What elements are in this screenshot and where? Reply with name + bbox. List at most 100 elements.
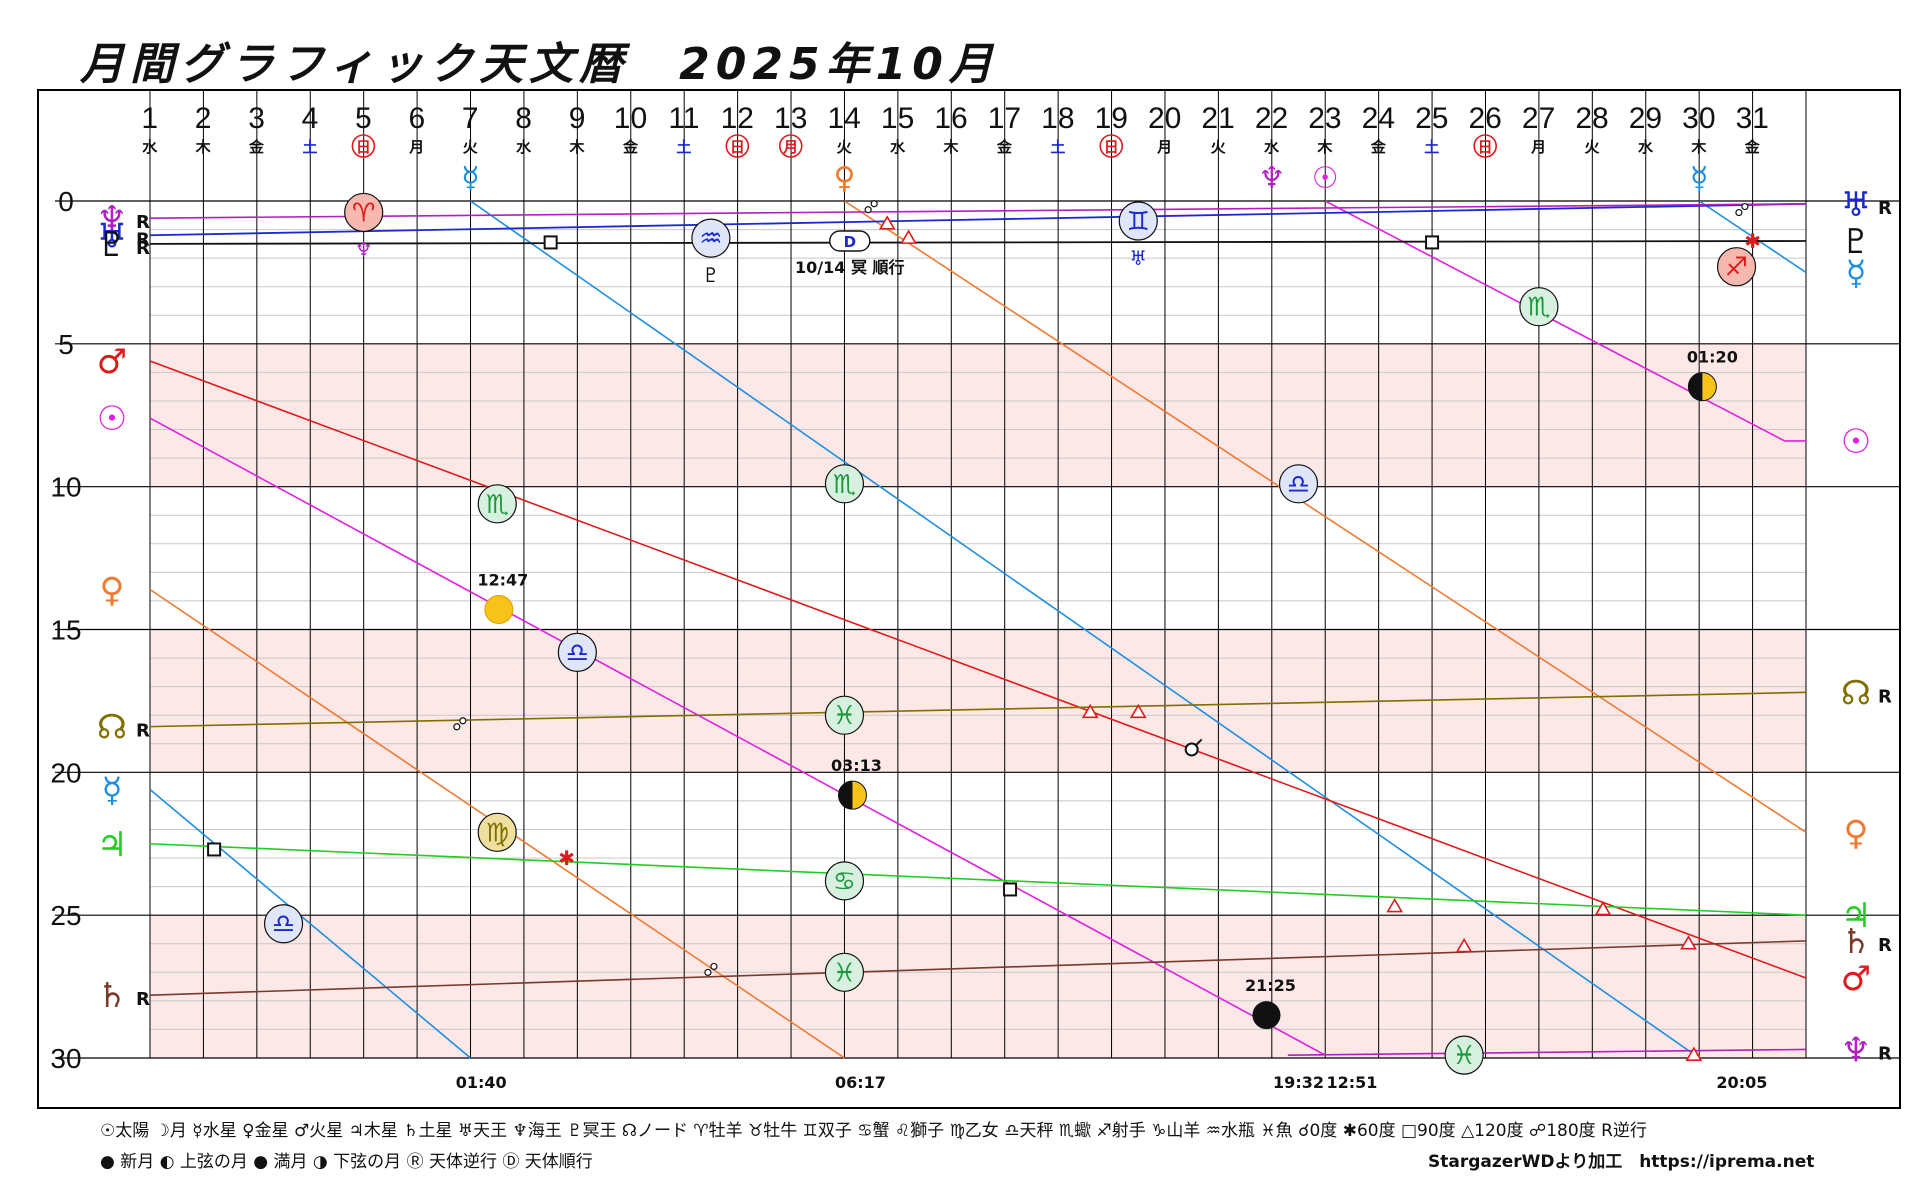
aspect-trine <box>878 215 896 230</box>
holiday-circle <box>778 134 803 158</box>
weekday-label: 月 <box>408 138 424 156</box>
sign-marker-circle <box>824 464 865 504</box>
sign-marker-circle <box>477 812 517 852</box>
weekday-label: 水 <box>142 138 158 156</box>
sign-marker-circle <box>691 218 731 258</box>
sign-marker-glyph: ♊ <box>1127 207 1150 237</box>
sign-marker-glyph: ♏ <box>486 490 509 520</box>
day-number: 8 <box>515 102 532 135</box>
weekday-label: 金 <box>1370 138 1387 156</box>
legend-line-1: ☉太陽 ☽月 ☿水星 ♀金星 ♂火星 ♃木星 ♄土星 ♅天王 ♆海王 ♇冥王 ☊… <box>100 1121 1647 1141</box>
sign-marker-circle <box>344 192 384 233</box>
aspect-opposition-b <box>870 200 878 208</box>
day-number: 10 <box>614 102 647 135</box>
chart-frame <box>37 89 1901 1109</box>
y-tick-label: 15 <box>50 615 81 646</box>
day-number: 9 <box>569 102 586 135</box>
left-glyph-mars: ♂ <box>97 342 127 382</box>
series-line-neptune <box>149 203 1807 219</box>
page-title: 月間グラフィック天文暦 2025年10月 <box>80 39 999 90</box>
day-number: 6 <box>408 102 425 135</box>
aspect-trine <box>1685 1046 1703 1061</box>
weekday-label: 月 <box>1530 138 1546 156</box>
day-number: 11 <box>668 102 699 135</box>
right-glyph-venus: ♀ <box>1844 813 1869 853</box>
series-line-uranus <box>149 202 1807 237</box>
extras: D 10/14 冥 順行 01:40 06:17 19:32 12:51 20:05 ☿ ♀ ♆ ☉… <box>456 161 1768 1092</box>
aspect-sextile: ✱ <box>1744 229 1761 253</box>
right-glyph-jupiter: ♃ <box>1841 896 1871 936</box>
left-glyph-node: ☊ <box>97 708 127 748</box>
day-number: 30 <box>1682 102 1715 135</box>
left-retro-node: R <box>136 721 150 742</box>
left-retro-pluto: R <box>136 238 150 259</box>
right-glyph-uranus: ♅ <box>1841 185 1871 225</box>
sign-marker-glyph: ♋ <box>833 867 856 897</box>
sign-marker-circle <box>1444 1035 1484 1075</box>
sign-marker-glyph: ♏ <box>833 470 856 500</box>
weekday-label: 水 <box>516 138 532 156</box>
top-ingress-glyph: ♀ <box>833 161 855 196</box>
left-retro-neptune: R <box>136 212 150 233</box>
bottom-time-label: 19:32 <box>1273 1073 1324 1092</box>
weekday-label: 木 <box>569 138 586 156</box>
moon-time-label: 03:13 <box>831 756 882 775</box>
day-number: 12 <box>721 102 754 135</box>
right-glyph-pluto: ♇ <box>1841 222 1871 262</box>
station-text: 10/14 冥 順行 <box>795 258 905 277</box>
y-tick-label: 25 <box>50 900 81 931</box>
aspect-conjunction <box>1184 742 1199 757</box>
weekday-label: 水 <box>890 138 906 156</box>
left-glyph-sun: ☉ <box>97 399 127 439</box>
left-glyph-jupiter: ♃ <box>97 825 127 865</box>
day-number: 1 <box>141 102 158 135</box>
aspect-trine <box>1680 935 1697 950</box>
weekday-label: 土 <box>676 138 691 156</box>
holiday-circle <box>1099 134 1124 158</box>
left-glyph-venus: ♀ <box>100 571 125 611</box>
weekday-label: 水 <box>1638 138 1654 156</box>
planet-edge-labels: ☉☉☿☿♀♀♂♂♃♃♄ R♄ R♅ R♅ R♆ R♆ R♇ R ♇☊ R☊ R <box>97 185 1892 1071</box>
aspect-square <box>207 842 222 857</box>
left-glyph-mercury: ☿ <box>102 770 123 810</box>
aspect-marks: ✱✱ <box>207 200 1761 1061</box>
day-number: 22 <box>1255 102 1288 135</box>
aspect-trine <box>1129 703 1147 719</box>
weekday-label: 水 <box>1264 138 1280 156</box>
day-number: 16 <box>934 102 967 135</box>
left-glyph-uranus: ♅ <box>97 216 127 256</box>
sign-marker-sub: ♆ <box>355 237 373 261</box>
credit: StargazerWDより加工 https://iprema.net <box>1428 1152 1815 1172</box>
station-badge <box>829 230 871 252</box>
day-number: 15 <box>881 102 914 135</box>
moon-time-label: 21:25 <box>1245 976 1296 995</box>
sign-marker-circle <box>1519 287 1559 327</box>
day-number: 13 <box>774 102 807 135</box>
aspect-opposition-b <box>459 717 467 725</box>
weekday-label: 日 <box>356 138 371 156</box>
day-number: 2 <box>195 102 212 135</box>
left-glyph-neptune: ♆ <box>97 199 127 239</box>
day-labels: 1 水 2 木 3 金 4 土 5 日 6 月 7 火 8 水 9 木 10 金 11 土 12 日 13 月 14 火 15 水 16 木 1… <box>141 102 1769 158</box>
moon-phases: 12:47 03:13 21:25 01:20 <box>477 348 1738 1030</box>
sign-marker-circle <box>1278 464 1319 504</box>
aspect-conjunction-tick <box>1194 738 1203 747</box>
sign-marker-glyph: ♏ <box>1527 293 1550 323</box>
y-tick-label: 0 <box>58 186 74 217</box>
y-tick-labels: 0 5 10 15 20 25 30 <box>50 186 81 1074</box>
y-tick-label: 20 <box>50 757 81 788</box>
aspect-sextile: ✱ <box>558 846 575 870</box>
bottom-time-label: 20:05 <box>1716 1073 1767 1092</box>
day-number: 23 <box>1308 102 1341 135</box>
aspect-square <box>1425 235 1440 250</box>
day-number: 4 <box>302 102 319 135</box>
y-tick-label: 5 <box>58 329 74 360</box>
right-retro-saturn: R <box>1878 935 1892 956</box>
sign-marker-circle <box>557 632 597 672</box>
weekday-label: 日 <box>730 138 745 156</box>
right-glyph-node: ☊ <box>1841 673 1871 713</box>
y-tick-label: 30 <box>50 1043 81 1074</box>
day-number: 21 <box>1201 102 1234 135</box>
aspect-opposition <box>864 206 872 214</box>
day-number: 24 <box>1362 102 1395 135</box>
